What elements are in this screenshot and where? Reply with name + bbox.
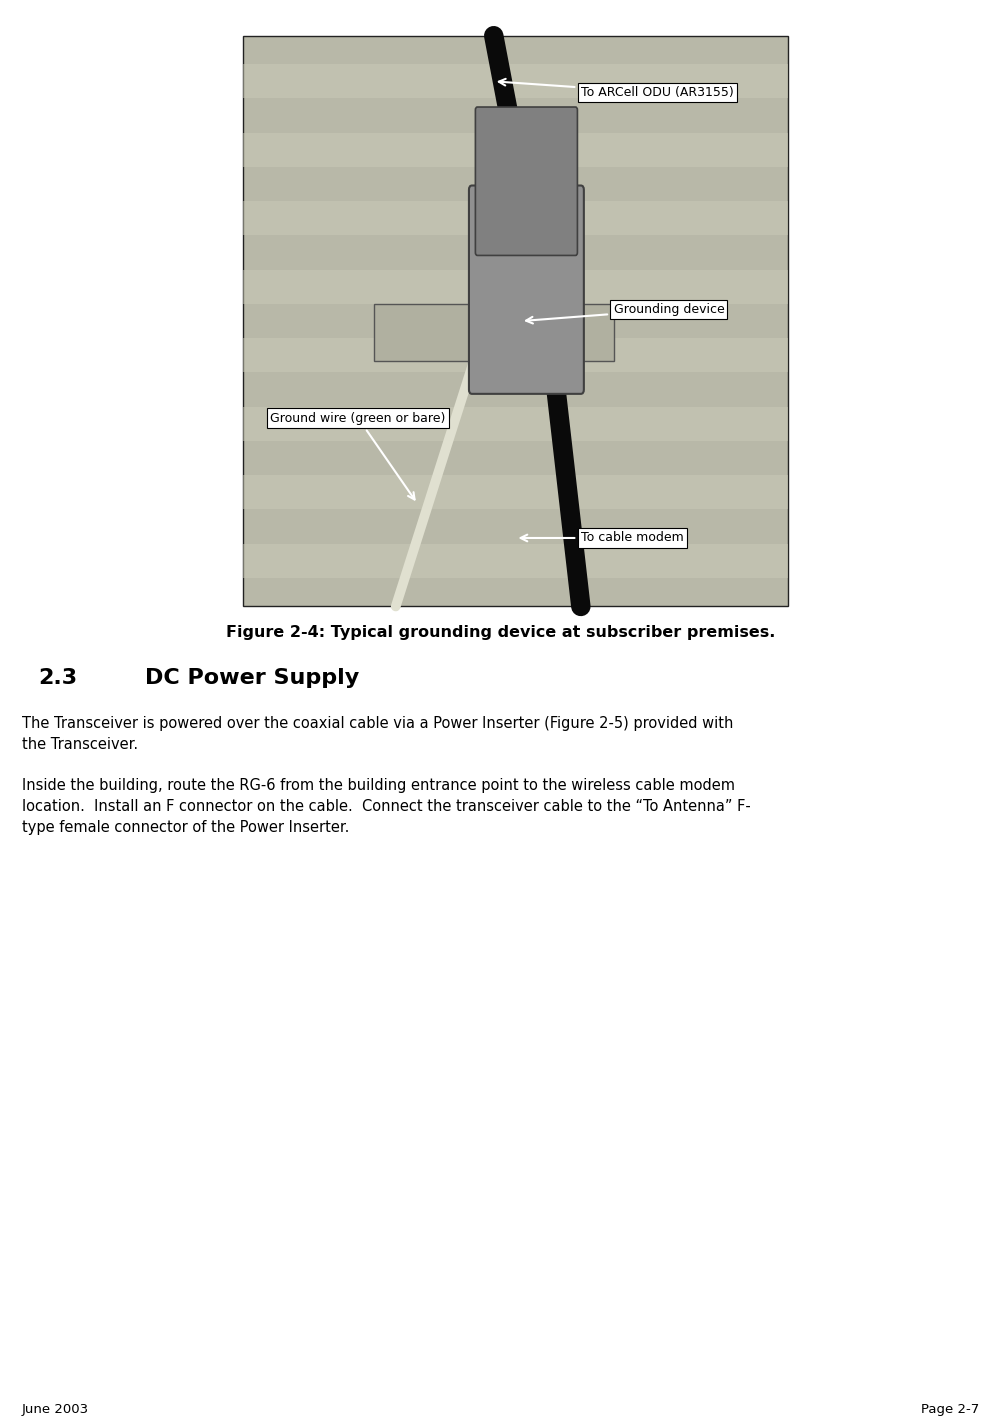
Bar	[243, 407, 788, 441]
Bar	[243, 544, 788, 578]
Text: Figure 2-4: Typical grounding device at subscriber premises.: Figure 2-4: Typical grounding device at …	[226, 625, 775, 641]
Bar	[243, 475, 788, 509]
Text: DC Power Supply: DC Power Supply	[145, 668, 359, 688]
Text: The Transceiver is powered over the coaxial cable via a Power Inserter (Figure 2: The Transceiver is powered over the coax…	[22, 716, 734, 752]
Text: 2.3: 2.3	[38, 668, 77, 688]
FancyBboxPatch shape	[475, 107, 578, 255]
Bar	[243, 36, 788, 606]
Text: Grounding device: Grounding device	[527, 303, 725, 324]
Text: Page 2-7: Page 2-7	[921, 1403, 979, 1416]
Bar	[243, 270, 788, 304]
Text: Inside the building, route the RG-6 from the building entrance point to the wire: Inside the building, route the RG-6 from…	[22, 778, 751, 835]
Text: To ARCell ODU (AR3155): To ARCell ODU (AR3155)	[498, 78, 734, 100]
FancyBboxPatch shape	[468, 186, 584, 394]
Bar	[243, 64, 788, 98]
Text: To cable modem: To cable modem	[521, 531, 684, 545]
Bar	[243, 201, 788, 235]
Bar	[243, 133, 788, 167]
Text: June 2003: June 2003	[22, 1403, 89, 1416]
Bar	[243, 338, 788, 372]
Bar	[374, 304, 614, 361]
Text: Ground wire (green or bare): Ground wire (green or bare)	[270, 411, 445, 499]
